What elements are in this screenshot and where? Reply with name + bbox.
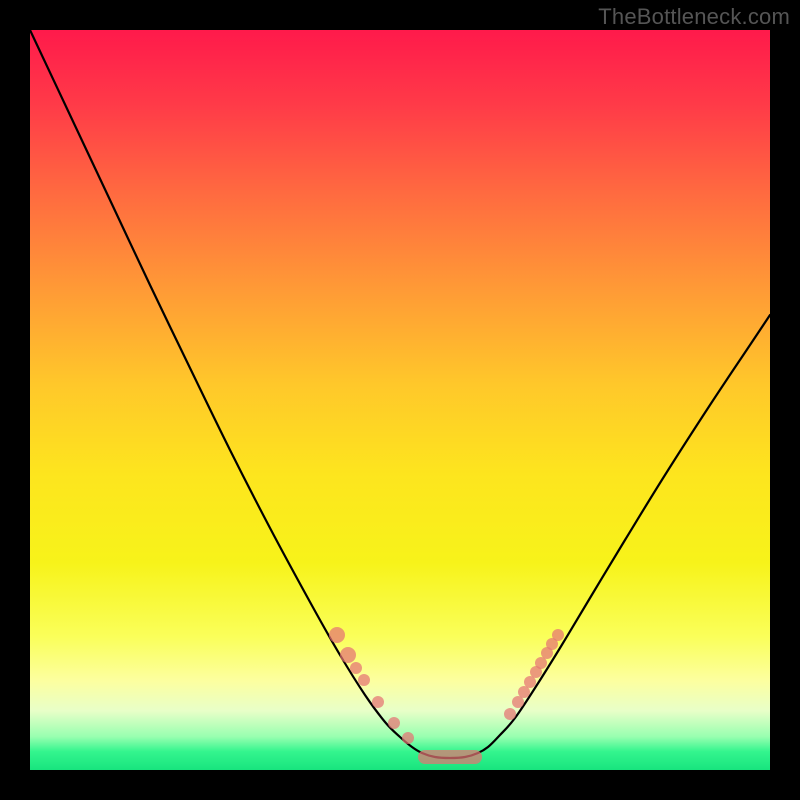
marker-dot [329, 627, 345, 643]
marker-dot [535, 657, 547, 669]
marker-dot [388, 717, 400, 729]
v-curve [30, 30, 770, 758]
marker-dot [524, 676, 536, 688]
marker-dot [512, 696, 524, 708]
marker-dot [358, 674, 370, 686]
curve-layer [30, 30, 770, 770]
trough-marker [418, 750, 482, 764]
marker-dot [372, 696, 384, 708]
chart-outer: TheBottleneck.com [0, 0, 800, 800]
marker-dot [350, 662, 362, 674]
marker-dot [340, 647, 356, 663]
marker-dot [402, 732, 414, 744]
marker-dot [552, 629, 564, 641]
marker-dot [518, 686, 530, 698]
watermark-text: TheBottleneck.com [598, 4, 790, 30]
plot-area [30, 30, 770, 770]
marker-dot [504, 708, 516, 720]
